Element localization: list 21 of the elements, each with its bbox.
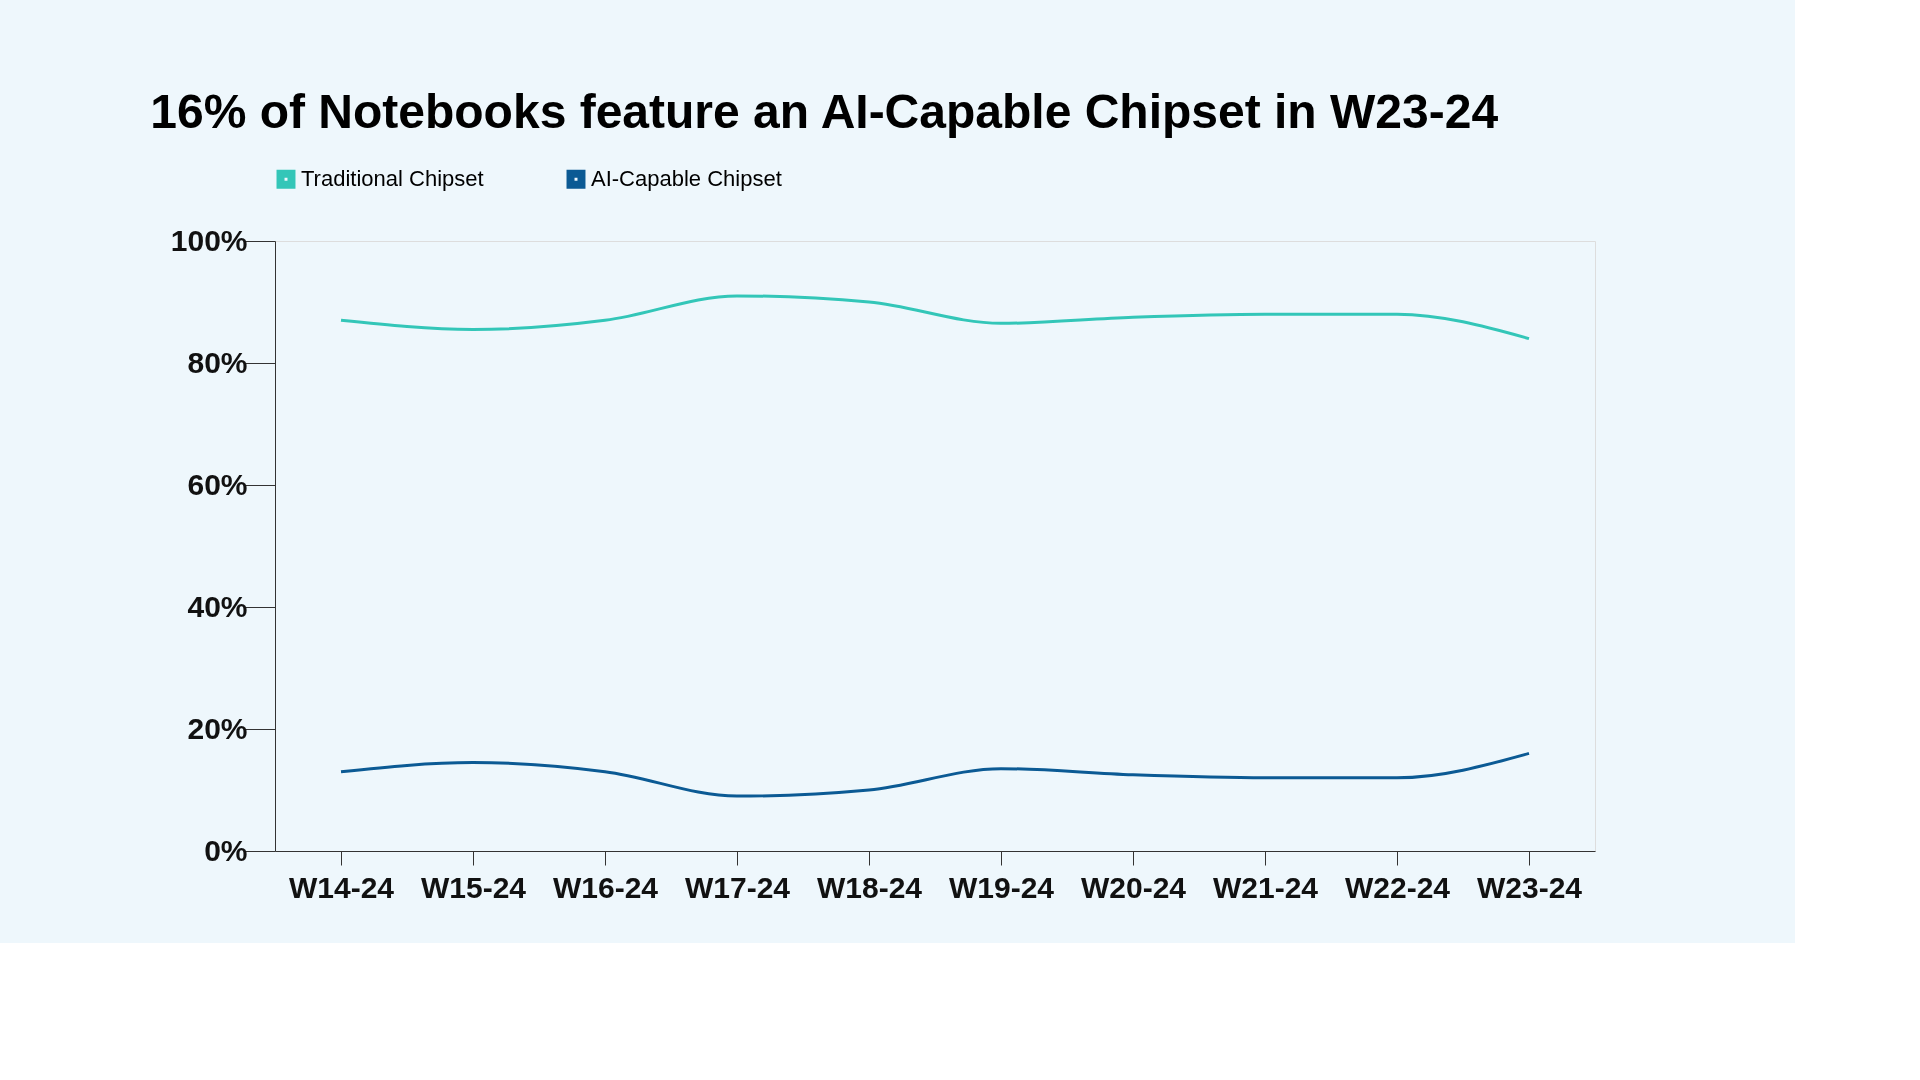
y-tick-label: 40% (187, 589, 248, 623)
legend-label: AI-Capable Chipset (591, 166, 782, 192)
x-tick-label: W15-24 (420, 870, 527, 904)
y-tick-label: 80% (187, 345, 248, 379)
x-tick-label: W16-24 (552, 870, 659, 904)
x-tick-label: W20-24 (1080, 870, 1187, 904)
x-tick-label: W21-24 (1212, 870, 1319, 904)
x-tick-label: W18-24 (816, 870, 923, 904)
chart-title: 16% of Notebooks feature an AI-Capable Chipset in W23-24 (150, 85, 1499, 138)
x-tick-label: W22-24 (1344, 870, 1451, 904)
line-series (339, 294, 1531, 341)
y-tick-label: 0% (204, 833, 248, 867)
x-tick-label: W14-24 (288, 870, 395, 904)
x-tick-label: W23-24 (1476, 870, 1583, 904)
y-tick-label: 20% (187, 711, 248, 745)
y-tick-label: 60% (187, 467, 248, 501)
x-tick-label: W17-24 (684, 870, 791, 904)
line-series (339, 751, 1531, 798)
legend-label: Traditional Chipset (301, 166, 484, 192)
y-tick-label: 100% (170, 223, 248, 257)
x-tick-label: W19-24 (948, 870, 1055, 904)
